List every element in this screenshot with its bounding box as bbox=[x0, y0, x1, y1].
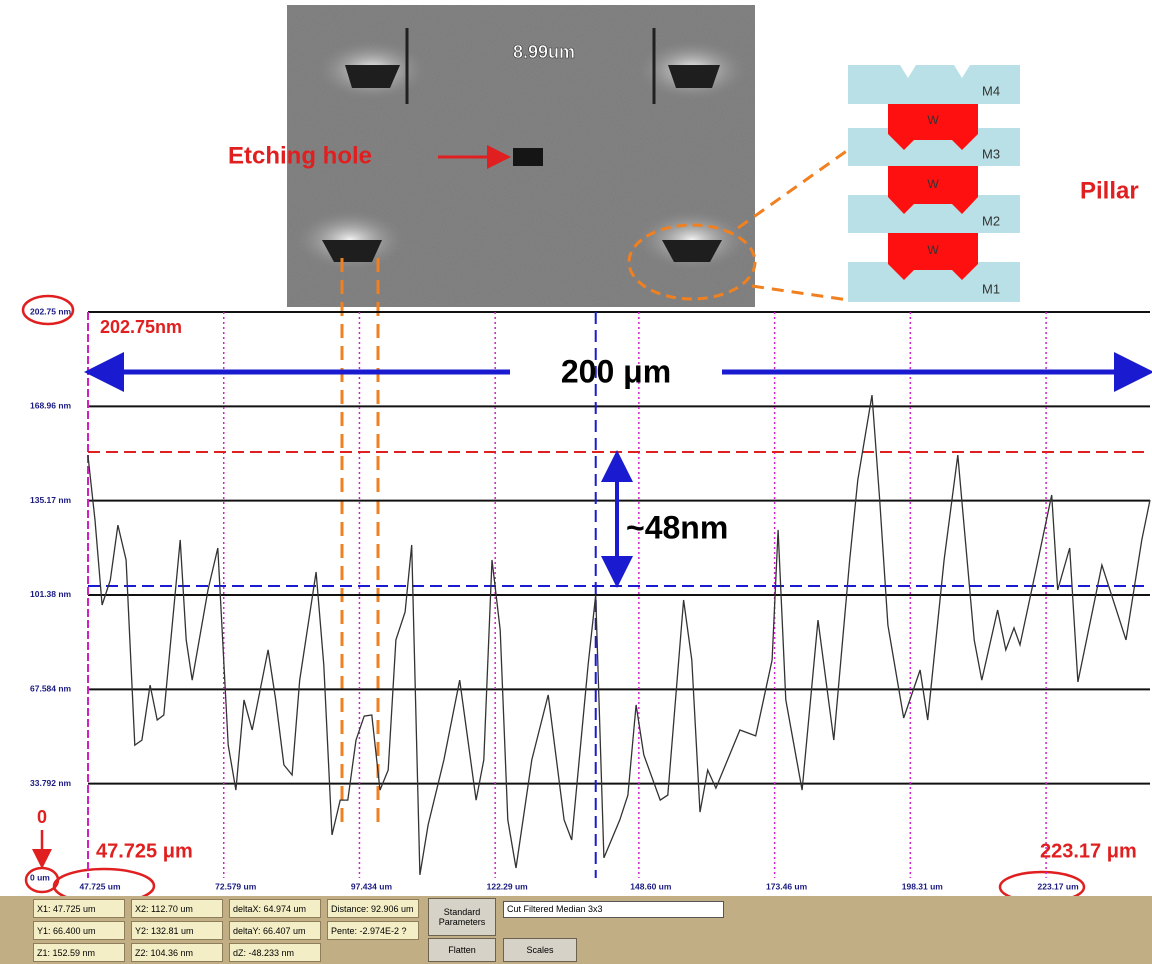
annotation: ~48nm bbox=[626, 509, 728, 545]
readout-field: Distance: 92.906 um bbox=[327, 899, 419, 918]
filter-input[interactable]: Cut Filtered Median 3x3 bbox=[503, 901, 724, 918]
layer-label: M3 bbox=[982, 146, 1000, 161]
annotation: 202.75nm bbox=[100, 317, 182, 337]
layer-label: M1 bbox=[982, 281, 1000, 296]
y-tick-label: 33.792 nm bbox=[30, 778, 72, 788]
readout-field: deltaY: 66.407 um bbox=[229, 921, 321, 940]
callout-line bbox=[752, 286, 848, 300]
x-tick-label: 47.725 um bbox=[79, 881, 121, 891]
etching-label: Etching hole bbox=[228, 142, 372, 169]
button[interactable]: Standard Parameters bbox=[428, 898, 496, 936]
plug-label: W bbox=[927, 177, 939, 191]
x-tick-label: 148.60 um bbox=[630, 881, 672, 891]
control-panel: X1: 47.725 um Y1: 66.400 um Z1: 152.59 nm X… bbox=[0, 896, 1152, 964]
plug-label: W bbox=[927, 243, 939, 257]
y-tick-label: 67.584 nm bbox=[30, 684, 72, 694]
x-tick-label: 198.31 um bbox=[902, 881, 944, 891]
annotation: 200 μm bbox=[561, 353, 671, 389]
field-group: X1: 47.725 um Y1: 66.400 um Z1: 152.59 nm X… bbox=[33, 899, 419, 962]
y-tick-label: 101.38 nm bbox=[30, 589, 72, 599]
readout-field: Y2: 132.81 um bbox=[131, 921, 223, 940]
readout-field: Z1: 152.59 nm bbox=[33, 943, 125, 962]
x-tick-label: 72.579 um bbox=[215, 881, 257, 891]
button[interactable]: Flatten bbox=[428, 938, 496, 962]
readout-field: Y1: 66.400 um bbox=[33, 921, 125, 940]
plot: 0 um 33.792 nm 67.584 nm 101.38 nm 135.17 nm… bbox=[30, 306, 1150, 891]
annotation: 223.17 μm bbox=[1040, 840, 1137, 862]
y-tick-label: 0 um bbox=[30, 872, 50, 882]
x-tick-label: 223.17 um bbox=[1038, 881, 1080, 891]
layer-label: M2 bbox=[982, 213, 1000, 228]
y-tick-label: 135.17 nm bbox=[30, 495, 72, 505]
plug-label: W bbox=[927, 113, 939, 127]
x-tick-label: 122.29 um bbox=[487, 881, 529, 891]
chart: 8.99um Etching hole M4 M3 M2 M1 W W W Pillar 0… bbox=[0, 0, 1152, 896]
scale-label: 8.99um bbox=[513, 42, 575, 62]
button[interactable]: Scales bbox=[503, 938, 577, 962]
layer-label: M4 bbox=[982, 83, 1000, 98]
x-tick-label: 173.46 um bbox=[766, 881, 808, 891]
readout-field: Z2: 104.36 nm bbox=[131, 943, 223, 962]
readout-field: X1: 47.725 um bbox=[33, 899, 125, 918]
annotation: 0 bbox=[37, 807, 47, 827]
readout-field: dZ: -48.233 nm bbox=[229, 943, 321, 962]
readout-field: X2: 112.70 um bbox=[131, 899, 223, 918]
pillar-title: Pillar bbox=[1080, 177, 1139, 204]
y-tick-label: 202.75 nm bbox=[30, 306, 72, 316]
readout-field: Pente: -2.974E-2 ? bbox=[327, 921, 419, 940]
annotation: 47.725 μm bbox=[96, 840, 193, 862]
y-tick-label: 168.96 nm bbox=[30, 401, 72, 411]
page: 8.99um Etching hole M4 M3 M2 M1 W W W Pillar 0… bbox=[0, 0, 1152, 964]
x-tick-label: 97.434 um bbox=[351, 881, 393, 891]
readout-field: deltaX: 64.974 um bbox=[229, 899, 321, 918]
